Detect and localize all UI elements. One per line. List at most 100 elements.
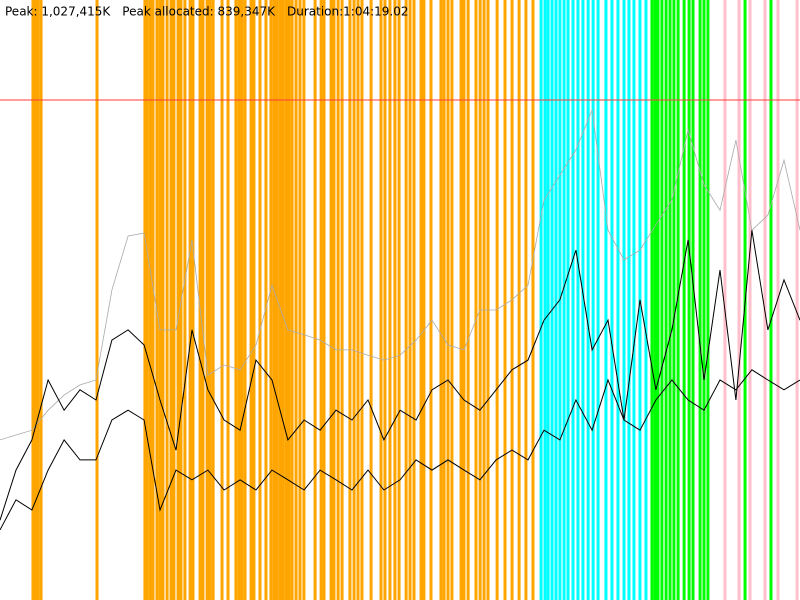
event-bar (31, 0, 35, 600)
event-bar (211, 0, 215, 600)
event-bar (336, 0, 340, 600)
event-bar (702, 0, 706, 600)
event-bar (591, 0, 595, 600)
event-bar (581, 0, 585, 600)
event-bar (462, 0, 466, 600)
event-bar (664, 0, 668, 600)
event-bar (340, 0, 344, 600)
event-bar (205, 0, 209, 600)
event-bar (748, 0, 752, 600)
lines (0, 99, 800, 531)
event-bar (298, 0, 302, 600)
event-bar (627, 0, 631, 600)
event-bar (252, 0, 256, 600)
event-bar (208, 0, 212, 600)
event-bar (408, 0, 412, 600)
event-bar (691, 0, 695, 600)
event-bar (290, 0, 294, 600)
event-bar (466, 0, 470, 600)
event-bar (319, 0, 323, 600)
event-bar (442, 0, 446, 600)
event-bar (165, 0, 169, 600)
event-bar (332, 0, 336, 600)
event-bar (404, 0, 408, 600)
event-bar (566, 0, 570, 600)
event-bar (478, 0, 482, 600)
header-text: Duration:1:04:19.02 (287, 5, 409, 19)
event-bar (737, 0, 741, 600)
event-bar (656, 0, 660, 600)
event-bar (281, 0, 285, 600)
event-bar (698, 0, 702, 600)
header: Peak: 1,027,415K Peak allocated: 839,347K… (5, 5, 409, 19)
event-bar (650, 0, 654, 600)
event-bar (397, 0, 401, 600)
event-bar (795, 0, 799, 600)
event-bar (278, 0, 282, 600)
event-bar (284, 0, 288, 600)
event-bar (329, 0, 333, 600)
event-bar (191, 0, 195, 600)
event-bar (383, 0, 387, 600)
event-bar (706, 0, 710, 600)
event-bar (723, 0, 727, 600)
event-bar (554, 0, 558, 600)
event-bar (644, 0, 648, 600)
event-bar (287, 0, 291, 600)
event-bar (616, 0, 620, 600)
event-bar (220, 0, 224, 600)
event-bar (313, 0, 317, 600)
event-bar (172, 0, 176, 600)
event-bar (258, 0, 262, 600)
event-bar (524, 0, 528, 600)
event-bar (393, 0, 397, 600)
event-bar (243, 0, 247, 600)
event-bar (269, 0, 273, 600)
event-bar (546, 0, 550, 600)
event-bar (622, 0, 626, 600)
event-bar (369, 0, 373, 600)
event-bar (143, 0, 147, 600)
event-bar (503, 0, 507, 600)
event-bar (356, 0, 360, 600)
event-bar (249, 0, 253, 600)
event-bar (33, 0, 37, 600)
event-bar (360, 0, 364, 600)
event-bar (769, 0, 773, 600)
event-bar (158, 0, 162, 600)
event-bar (226, 0, 230, 600)
event-bar (352, 0, 356, 600)
event-bar (237, 0, 241, 600)
event-bar (183, 0, 187, 600)
events (31, 0, 799, 600)
event-bar (419, 0, 423, 600)
event-bar (632, 0, 636, 600)
event-bar (198, 0, 202, 600)
event-bar (302, 0, 306, 600)
event-bar (388, 0, 392, 600)
event-bar (412, 0, 416, 600)
event-bar (446, 0, 450, 600)
event-bar (348, 0, 352, 600)
event-bar (550, 0, 554, 600)
event-bar (682, 0, 686, 600)
event-bar (576, 0, 580, 600)
event-bar (660, 0, 664, 600)
event-bar (39, 0, 43, 600)
event-bar (272, 0, 276, 600)
event-bar (439, 0, 443, 600)
event-bar (687, 0, 691, 600)
event-bar (653, 0, 657, 600)
header-text: Peak: 1,027,415K (5, 5, 111, 19)
event-bar (543, 0, 547, 600)
event-bar (486, 0, 490, 600)
event-bar (604, 0, 608, 600)
event-bar (482, 0, 486, 600)
event-bar (155, 0, 159, 600)
event-bar (148, 0, 152, 600)
event-bar (474, 0, 478, 600)
event-bar (610, 0, 614, 600)
event-bar (676, 0, 680, 600)
